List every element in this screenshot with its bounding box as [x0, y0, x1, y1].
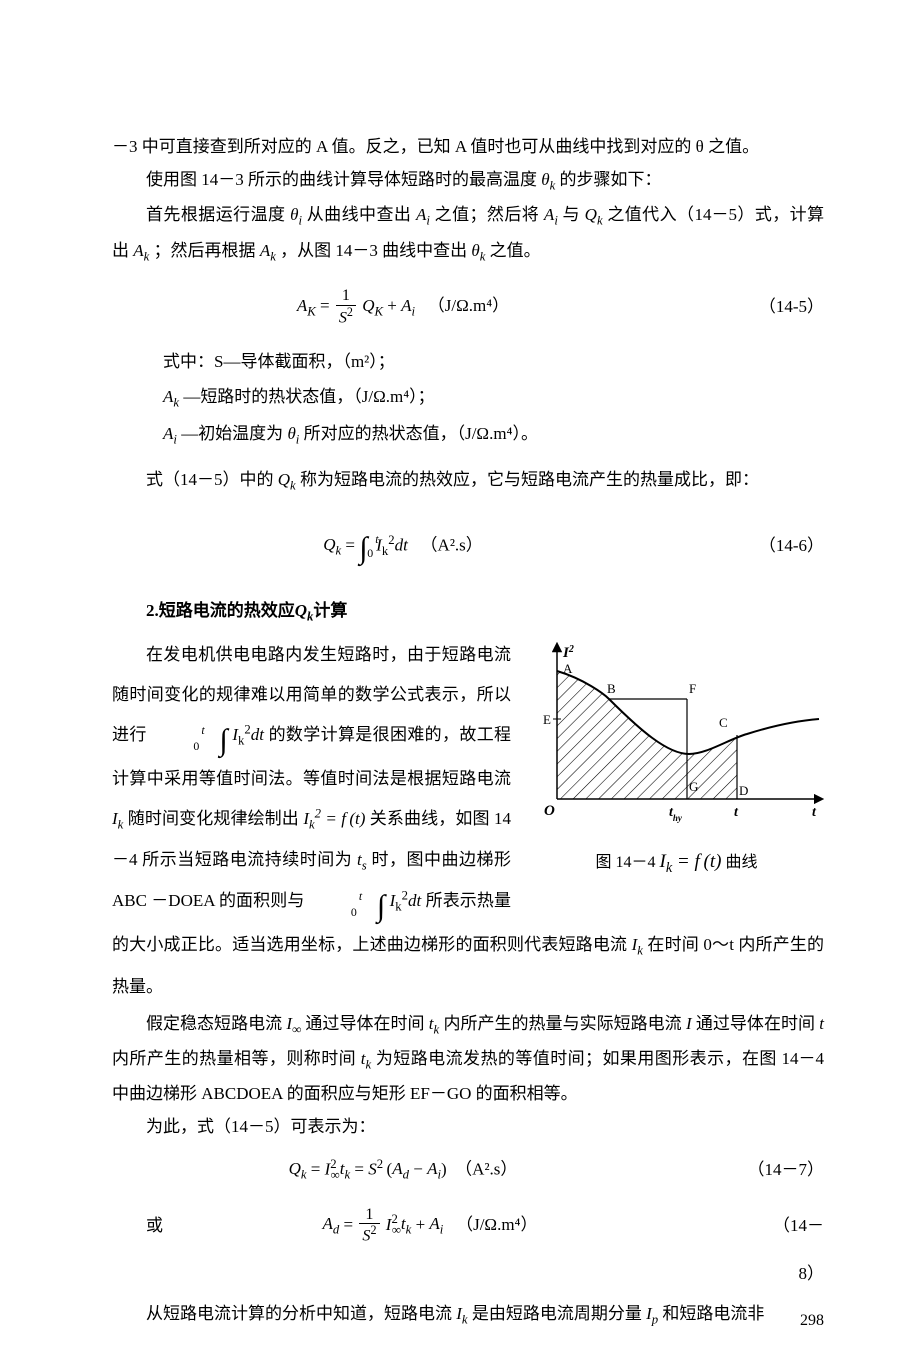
svg-text:G: G [689, 779, 698, 794]
equation-body: Qk = ∫t0 Ik2dt （A².s） [112, 528, 694, 564]
svg-text:C: C [719, 715, 728, 730]
text: 使用图 14－3 所示的曲线计算导体短路时的最高温度 [146, 170, 537, 189]
symbol-A-i: Ai [544, 205, 558, 224]
symbol-theta-i: θi [290, 205, 302, 224]
svg-text:D: D [739, 783, 748, 798]
svg-text:A: A [563, 661, 573, 676]
def-Ai: Ai —初始温度为 θi 所对应的热状态值，（J/Ω.m⁴）。 [112, 417, 824, 452]
page: －3 中可直接查到所对应的 A 值。反之，已知 A 值时也可从曲线中找到对应的 … [0, 0, 920, 1372]
symbol-theta-k: θk [471, 241, 485, 260]
definitions: 式中：S—导体截面积，（m²）； Ak —短路时的热状态值，（J/Ω.m⁴）； … [112, 345, 824, 453]
text: 与 [563, 205, 580, 224]
equation-14-6: Qk = ∫t0 Ik2dt （A².s） （14-6） [112, 516, 824, 576]
paragraph-3: 首先根据运行温度 θi 从曲线中查出 Ai 之值；然后将 Ai 与 Qk 之值代… [112, 198, 824, 269]
svg-text:I2: I2 [562, 644, 574, 662]
paragraph-2: 使用图 14－3 所示的曲线计算导体短路时的最高温度 θk 的步骤如下： [112, 163, 824, 198]
equation-body: AK = 1S2 QK + Ai （J/Ω.m⁴） [112, 287, 694, 327]
text: －3 中可直接查到所对应的 A 值。反之，已知 A 值时也可从曲线中找到对应的 … [112, 137, 759, 156]
section-heading-2: 2.短路电流的热效应Qk计算 [112, 594, 824, 629]
equation-14-5: AK = 1S2 QK + Ai （J/Ω.m⁴） （14-5） [112, 277, 824, 337]
equation-number-cont: 8） [112, 1257, 824, 1290]
text: 之值；然后将 [435, 205, 540, 224]
text: 的步骤如下： [560, 170, 662, 189]
symbol-A-k: Ak [133, 241, 149, 260]
paragraph-7: 为此，式（14－5）可表示为： [112, 1110, 824, 1143]
equation-body: Ad = 1S2 I2∞tk + Ai （J/Ω.m⁴） [166, 1206, 694, 1246]
paragraph-6: 假定稳态短路电流 I∞ 通过导体在时间 tk 内所产生的热量与实际短路电流 I … [112, 1007, 824, 1111]
equation-number: （14-5） [694, 290, 824, 323]
equation-number: （14-6） [694, 529, 824, 562]
paragraph-8: 从短路电流计算的分析中知道，短路电流 Ik 是由短路电流周期分量 Ip 和短路电… [112, 1297, 824, 1332]
text: 首先根据运行温度 [146, 205, 285, 224]
symbol-A-k: Ak [260, 241, 276, 260]
equation-number: （14－7） [694, 1153, 824, 1186]
svg-text:t: t [734, 805, 739, 820]
float-wrapper: I2 A B F C E G D O thy t t 图 14－4 Ik = f… [112, 635, 824, 1007]
equation-number: （14－ [694, 1209, 824, 1242]
text: ；然后再根据 [154, 241, 256, 260]
eq-or: 或 [112, 1209, 166, 1242]
svg-text:E: E [543, 712, 551, 727]
page-number: 298 [800, 1305, 824, 1336]
symbol-theta-k: θk [541, 170, 555, 189]
symbol-Q-k: Qk [585, 205, 603, 224]
text: 从曲线中查出 [307, 205, 412, 224]
svg-text:O: O [544, 803, 555, 819]
text: ，从图 14－3 曲线中查出 [280, 241, 467, 260]
paragraph-4: 式（14－5）中的 Qk 称为短路电流的热效应，它与短路电流产生的热量成比，即： [112, 463, 824, 498]
equation-14-7: Qk = I2∞tk = S2 (Ad − Ai) （A².s） （14－7） [112, 1151, 824, 1187]
svg-text:thy: thy [669, 805, 683, 823]
paragraph-1: －3 中可直接查到所对应的 A 值。反之，已知 A 值时也可从曲线中找到对应的 … [112, 130, 824, 163]
text: 之值。 [490, 241, 541, 260]
def-Ak: Ak —短路时的热状态值，（J/Ω.m⁴）； [112, 380, 824, 415]
svg-text:t: t [812, 805, 817, 820]
def-S: 式中：S—导体截面积，（m²）； [112, 345, 824, 378]
figure-svg: I2 A B F C E G D O thy t t [529, 639, 824, 829]
svg-text:B: B [607, 681, 616, 696]
figure-14-4: I2 A B F C E G D O thy t t 图 14－4 Ik = f… [529, 639, 824, 883]
eq-unit: （J/Ω.m⁴） [428, 296, 509, 315]
figure-caption: 图 14－4 Ik = f (t) 曲线 [529, 843, 824, 883]
symbol-A-i: Ai [416, 205, 430, 224]
equation-14-8: 或 Ad = 1S2 I2∞tk + Ai （J/Ω.m⁴） （14－ [112, 1195, 824, 1255]
svg-text:F: F [689, 681, 696, 696]
equation-body: Qk = I2∞tk = S2 (Ad − Ai) （A².s） [112, 1152, 694, 1188]
